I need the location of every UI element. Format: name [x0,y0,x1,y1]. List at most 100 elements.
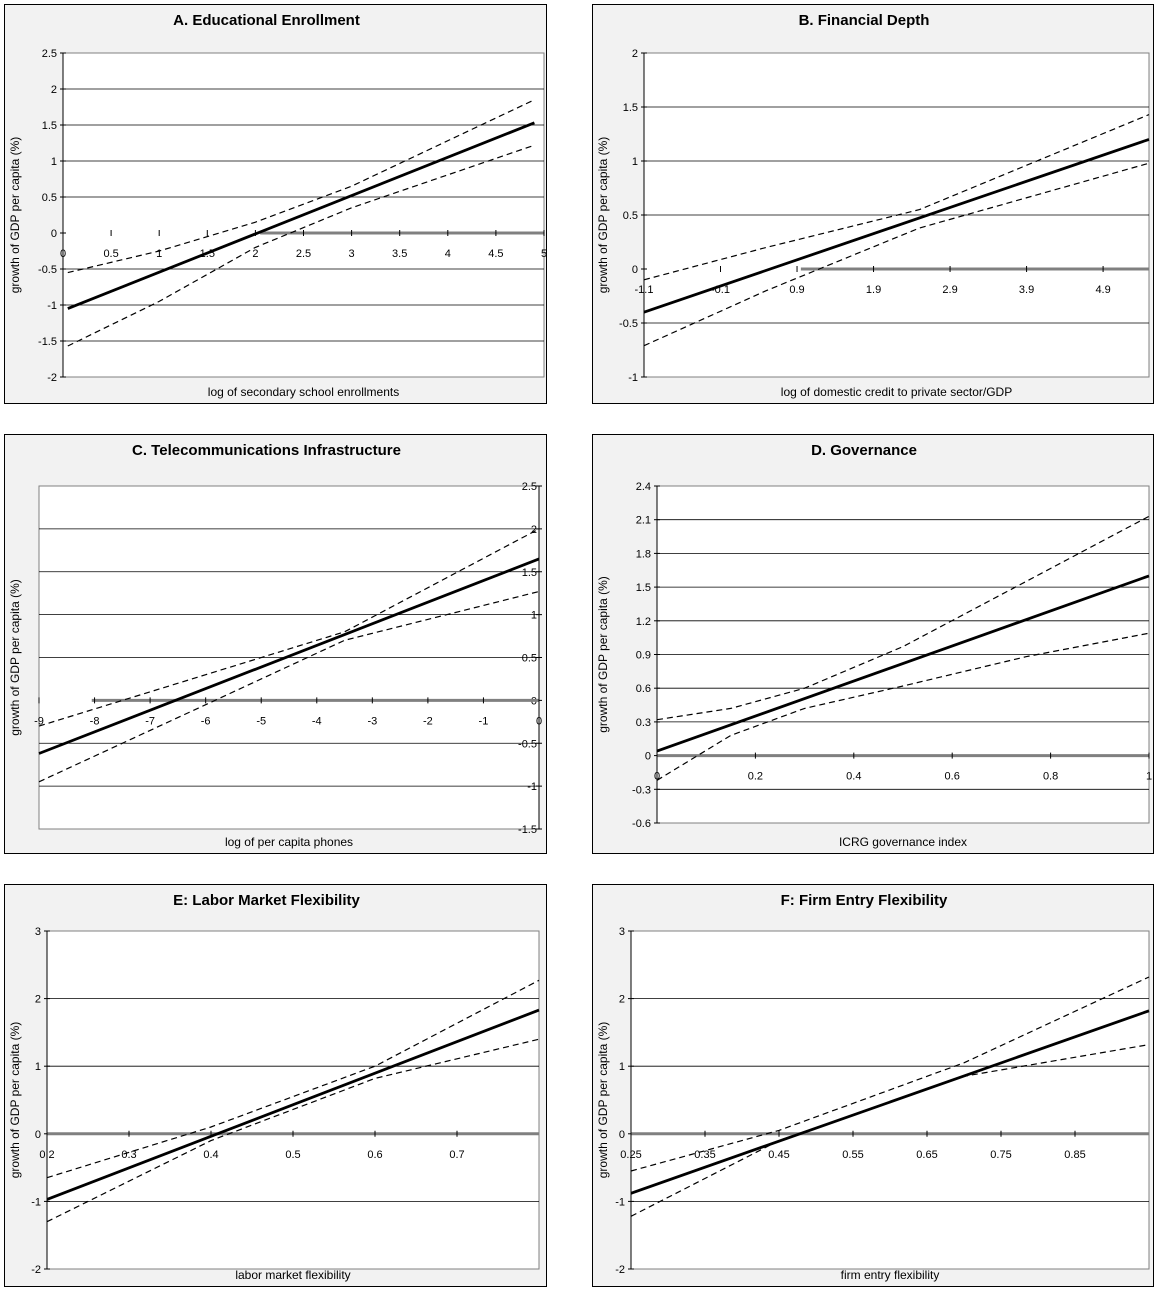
x-tick-label: 1.9 [866,284,881,296]
x-tick-label: 0.35 [694,1149,715,1161]
y-tick-label: 1 [531,610,537,622]
y-tick-label: -2 [31,1264,41,1276]
y-tick-label: 2.5 [42,48,57,60]
chart-panel-4: 2.4 2.1 1.8 1.5 1.2 0.9 0.6 0.3 0 -0.3 -0.6 0 0.2 0.4… [592,434,1154,854]
y-tick-label: -0.5 [619,318,638,330]
x-tick-label: 2 [252,248,258,260]
x-tick-label: 0.55 [842,1149,863,1161]
y-tick-label: -1 [628,372,638,384]
chart-title: B. Financial Depth [799,12,930,29]
chart-panel-2: 2 1.5 1 0.5 0 -0.5 -1 -1.1 -0.1 0.9 1.9 2.9 3.9 4.9 B.… [592,4,1154,404]
y-tick-label: 0 [619,1129,625,1141]
x-tick-label: 0.2 [748,771,763,783]
series-confidence-band-line [656,632,1150,781]
x-tick-label: -5 [256,715,266,727]
y-tick-label: 0 [51,228,57,240]
chart-svg-6: 3 2 1 0 -1 -2 0.25 0.35 0.45 0.55 0.65 0.75 0.85 F: F… [596,892,1150,1282]
y-tick-label: -1.5 [518,824,537,836]
series-confidence-band-line [630,976,1150,1172]
y-tick-label: -0.5 [518,738,537,750]
x-tick-label: 0.5 [103,248,118,260]
x-tick-label: 0 [536,715,542,727]
y-axis-label: growth of GDP per capita (%) [8,1022,22,1179]
x-tick-label: 0.2 [39,1149,54,1161]
y-tick-label: 3 [619,926,625,938]
y-tick-label: 1 [619,1061,625,1073]
chart-svg-4: 2.42.11.81.51.20.90.60.30-0.3-0.60 0.2 0.4… [596,442,1152,849]
chart-svg-1: 2.521.510.50-0.5-1-1.5-20 0.5 1 1.5 2 2.5 3 3.5… [8,12,547,399]
x-tick-label: 0.5 [285,1149,300,1161]
series-confidence-band-line [38,590,540,783]
y-tick-label: 0 [35,1129,41,1141]
chart-title: C. Telecommunications Infrastructure [132,442,401,459]
y-tick-label: 0.9 [636,650,651,662]
x-tick-label: 0.7 [449,1149,464,1161]
series-estimate-line [643,138,1150,314]
y-tick-label: 1.2 [636,616,651,628]
y-tick-label: 2.4 [636,481,651,493]
y-tick-label: 3 [35,926,41,938]
x-tick-label: 0.25 [620,1149,641,1161]
chart-svg-2: 21.510.50-0.5-1-1.1 -0.1 0.9 1.9 2.9 3.9 4.9B.… [596,12,1150,399]
y-tick-label: -0.5 [38,264,57,276]
x-axis-label: ICRG governance index [839,835,967,849]
y-tick-label: 2 [632,48,638,60]
x-tick-label: 5 [541,248,547,260]
y-tick-label: -1.5 [38,336,57,348]
y-tick-label: 2 [51,84,57,96]
series-estimate-line [38,557,540,755]
x-axis-label: log of secondary school enrollments [208,385,399,399]
x-tick-label: 0.3 [121,1149,136,1161]
plot-area [46,930,540,1270]
x-tick-label: -1.1 [635,284,654,296]
chart-title: A. Educational Enrollment [173,12,360,29]
x-axis-label: log of per capita phones [225,835,353,849]
chart-panel-6: 3 2 1 0 -1 -2 0.25 0.35 0.45 0.55 0.65 0.75 0.85 F: F… [592,884,1154,1287]
x-axis-label: firm entry flexibility [841,1268,940,1282]
x-tick-label: 2.5 [296,248,311,260]
x-tick-label: 3.9 [1019,284,1034,296]
x-tick-label: 0.9 [789,284,804,296]
x-tick-label: 0.4 [846,771,861,783]
chart-panel-3: 2.5 2 1.5 1 0.5 0 -0.5 -1 -1.5 -9 -8 -7 -6 -5 -4 -3 -2 -1… [4,434,547,854]
series-confidence-band-line [656,515,1150,721]
x-tick-label: -4 [312,715,322,727]
y-tick-label: 1.5 [623,102,638,114]
y-tick-label: -0.3 [632,784,651,796]
x-tick-label: 1 [1146,771,1152,783]
y-tick-label: 2.5 [522,481,537,493]
chart-panel-5: 3 2 1 0 -1 -2 0.2 0.3 0.4 0.5 0.6 0.7 E: Labor Marke… [4,884,547,1287]
x-tick-label: -7 [145,715,155,727]
y-tick-label: -0.6 [632,818,651,830]
chart-title: D. Governance [811,442,917,459]
x-tick-label: 0 [654,771,660,783]
series-confidence-band-line [46,1038,540,1223]
series-confidence-band-line [67,144,535,347]
y-tick-label: -1 [615,1196,625,1208]
y-tick-label: 0.5 [42,192,57,204]
x-tick-label: 0.65 [916,1149,937,1161]
y-tick-label: 1.5 [42,120,57,132]
x-tick-label: -8 [90,715,100,727]
x-tick-label: 0.85 [1064,1149,1085,1161]
y-axis-label: growth of GDP per capita (%) [596,137,610,294]
x-tick-label: -2 [423,715,433,727]
y-axis-label: growth of GDP per capita (%) [8,579,22,736]
series-confidence-band-line [46,979,540,1179]
chart-panel-1: 2.5 2 1.5 1 0.5 0 -0.5 -1 -1.5 -2 0 0.5 1 1.5 2 2.5 3 3.5… [4,4,547,404]
y-axis-label: growth of GDP per capita (%) [596,576,610,733]
y-tick-label: 0.5 [522,653,537,665]
x-tick-label: 4.5 [488,248,503,260]
x-tick-label: 0.8 [1043,771,1058,783]
y-tick-label: 1 [632,156,638,168]
plot-area [630,930,1150,1270]
y-tick-label: 0 [632,264,638,276]
x-tick-label: 0.6 [367,1149,382,1161]
series-estimate-line [46,1008,540,1201]
y-tick-label: 1.8 [636,548,651,560]
series-estimate-line [67,121,535,310]
x-tick-label: 3.5 [392,248,407,260]
y-tick-label: 1.5 [636,582,651,594]
y-tick-label: 1 [51,156,57,168]
y-tick-label: 0.6 [636,683,651,695]
